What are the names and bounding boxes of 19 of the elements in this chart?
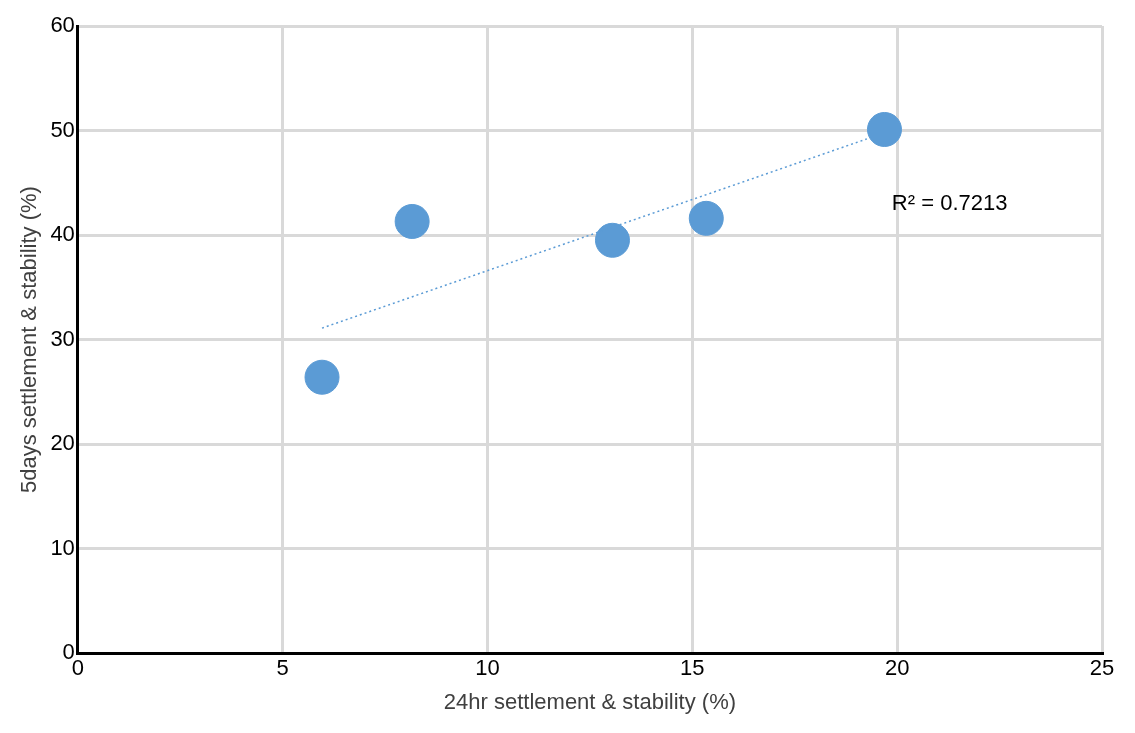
y-tick-label: 10 xyxy=(50,534,75,560)
x-tick-label: 5 xyxy=(276,655,289,681)
point xyxy=(594,222,630,258)
x-tick-label: 25 xyxy=(1089,655,1115,681)
y-tick-label: 60 xyxy=(50,12,75,38)
point xyxy=(866,111,902,147)
y-tick-label: 40 xyxy=(50,221,75,247)
x-tick-label: 15 xyxy=(680,655,705,681)
x-tick-label: 10 xyxy=(475,655,500,681)
y-tick-label: 30 xyxy=(50,325,75,351)
x-tick-label: 20 xyxy=(884,655,910,681)
y-tick-label: 50 xyxy=(50,116,75,142)
point xyxy=(394,203,430,239)
y-tick-label: 20 xyxy=(50,430,75,456)
annotation: R² = 0.7213 xyxy=(891,189,1008,215)
point xyxy=(304,359,340,395)
point xyxy=(688,200,724,236)
y-axis-title: 5days settlement & stability (%) xyxy=(16,186,42,494)
x-axis-title: 24hr settlement & stability (%) xyxy=(443,688,737,714)
